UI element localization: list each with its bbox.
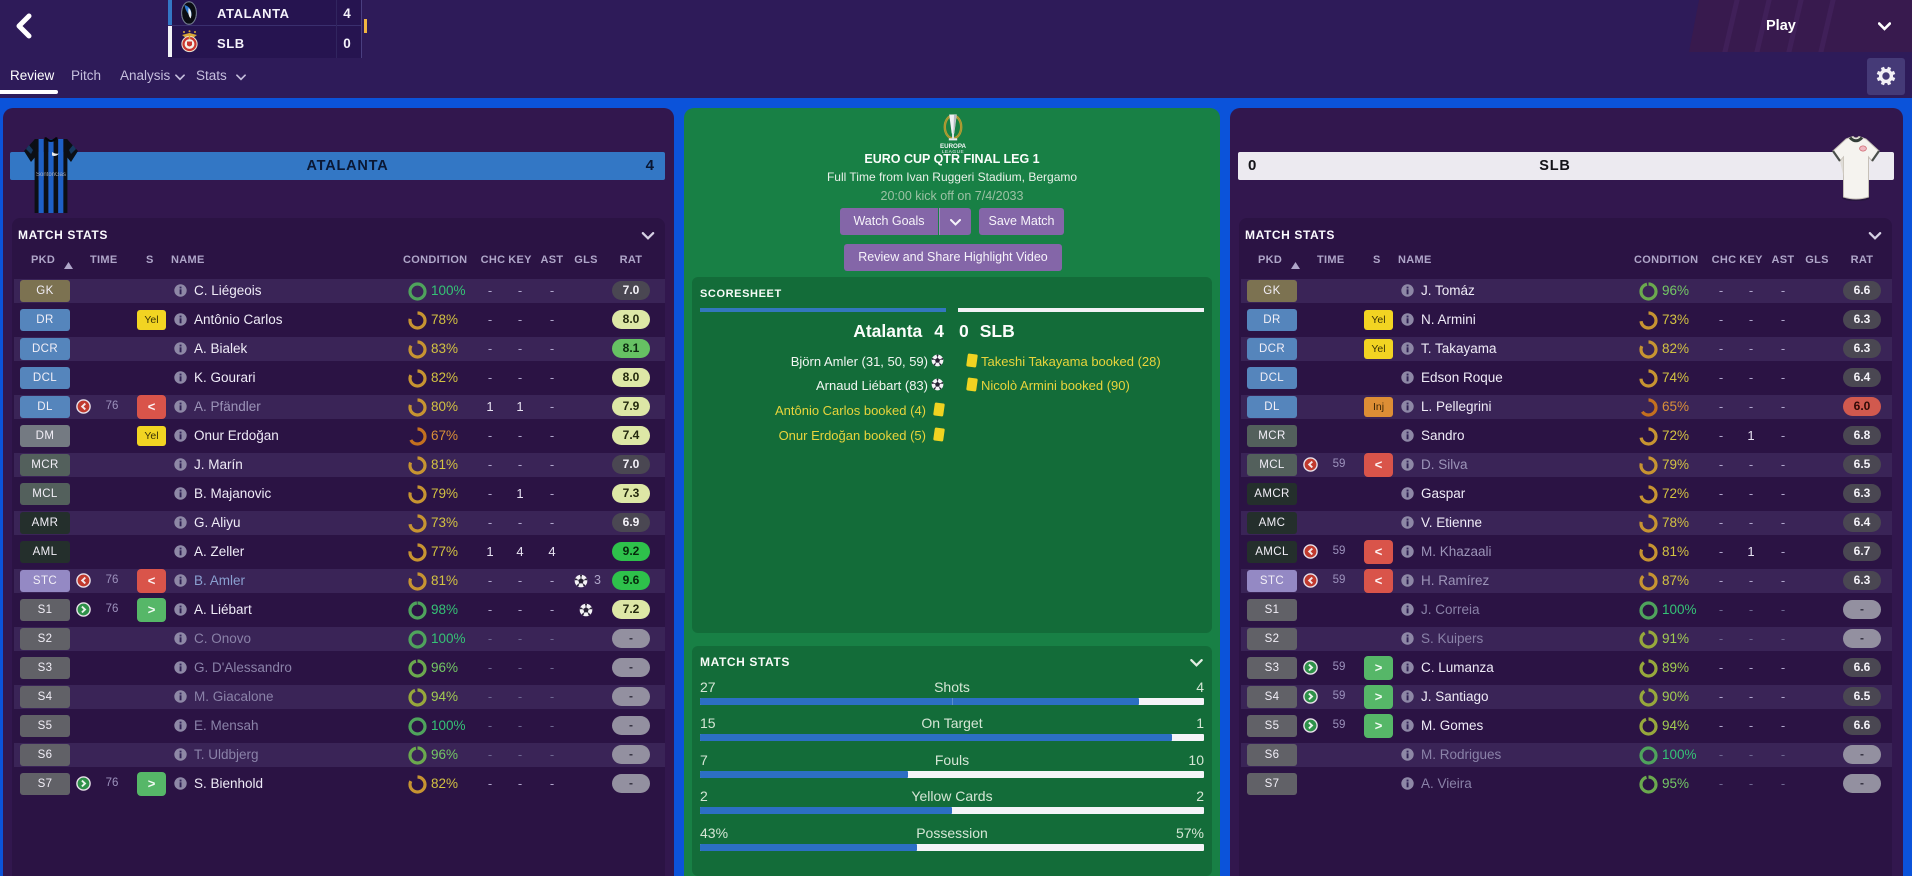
svg-text:SontonGas: SontonGas [36, 172, 66, 178]
svg-text:LEAGUE: LEAGUE [942, 149, 964, 153]
svg-text:EUROPA: EUROPA [940, 143, 967, 150]
